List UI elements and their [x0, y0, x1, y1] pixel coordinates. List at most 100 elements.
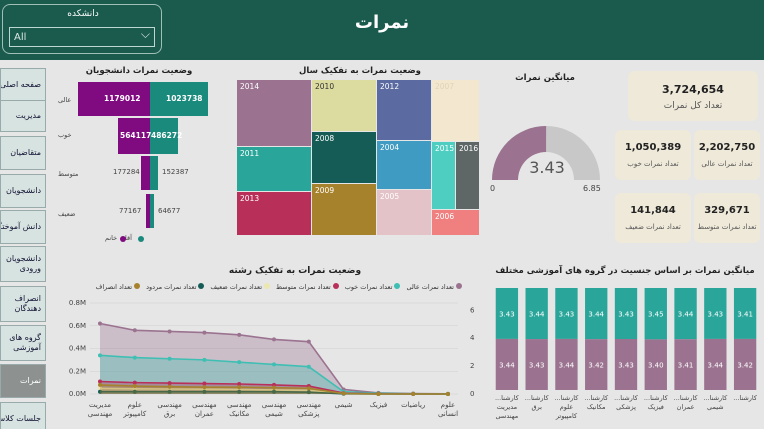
data-point[interactable]	[272, 389, 276, 394]
data-point[interactable]	[167, 356, 172, 361]
column-segment-male[interactable]	[733, 288, 757, 339]
x-tick-label: پزشکی	[298, 410, 319, 418]
data-point[interactable]	[237, 332, 242, 337]
data-point[interactable]	[306, 390, 311, 395]
column-segment-female[interactable]	[495, 338, 519, 390]
data-point[interactable]	[202, 357, 207, 362]
treemap-cell[interactable]: 2008	[312, 132, 376, 183]
treemap-cell[interactable]: 2005	[377, 190, 431, 235]
data-point[interactable]	[306, 339, 311, 344]
data-point[interactable]	[132, 384, 137, 389]
data-point[interactable]	[446, 392, 450, 396]
area-series-fill	[100, 355, 448, 394]
data-point[interactable]	[272, 337, 276, 342]
column-segment-female[interactable]	[614, 339, 638, 390]
data-point[interactable]	[272, 362, 276, 367]
data-point[interactable]	[237, 385, 242, 390]
data-point[interactable]	[237, 389, 242, 394]
column-segment-male[interactable]	[555, 288, 578, 339]
column-segment-male[interactable]	[704, 288, 727, 339]
data-point[interactable]	[376, 392, 381, 396]
data-point[interactable]	[98, 389, 102, 394]
nav-home[interactable]: صفحه اصلی	[0, 68, 46, 102]
data-point[interactable]	[167, 381, 172, 386]
treemap-cell[interactable]: 2011	[237, 147, 311, 191]
treemap-cell[interactable]: 2012	[377, 80, 431, 140]
x-tick-label: فیزیک	[648, 403, 664, 411]
y2-tick-label: 4	[470, 334, 475, 342]
data-point[interactable]	[202, 385, 207, 390]
nav-new-students[interactable]: دانشجویان ورودی	[0, 246, 46, 282]
legend-label: تعداد نمرات مردود	[146, 283, 197, 291]
data-point[interactable]	[237, 360, 242, 365]
column-label: 3.41	[737, 310, 753, 318]
treemap-cell[interactable]: 2013	[237, 192, 311, 235]
column-segment-female[interactable]	[525, 339, 548, 390]
column-segment-male[interactable]	[585, 288, 608, 340]
data-point[interactable]	[167, 329, 172, 334]
column-segment-male[interactable]	[674, 288, 697, 340]
data-point[interactable]	[167, 384, 172, 389]
nav-label: دانش آموختگان	[1, 222, 41, 231]
treemap-cell[interactable]: 2004	[377, 141, 431, 189]
nav-management[interactable]: مدیریت	[0, 100, 46, 132]
x-tick-label: عمران	[677, 403, 695, 411]
column-segment-male[interactable]	[644, 288, 667, 340]
column-segment-female[interactable]	[555, 338, 578, 390]
column-segment-female[interactable]	[733, 338, 757, 390]
treemap-cell[interactable]: 2010	[312, 80, 376, 131]
data-point[interactable]	[272, 385, 276, 390]
chevron-down-icon: ⌵	[140, 27, 150, 41]
column-segment-male[interactable]	[495, 288, 519, 339]
nav-class-sessions[interactable]: جلسات کلاس	[0, 402, 46, 429]
column-segment-female[interactable]	[704, 338, 727, 390]
column-label: 3.44	[588, 311, 604, 319]
data-point[interactable]	[98, 321, 102, 326]
column-segment-male[interactable]	[614, 288, 638, 339]
funnel-bar-male	[150, 156, 158, 190]
column-chart: 3.433.44...کارشنامدیریتمهندسی3.443.43...…	[495, 288, 758, 420]
nav-grades[interactable]: نمرات	[0, 364, 46, 398]
nav-dropouts[interactable]: انصراف دهندگان	[0, 286, 46, 322]
treemap-cell[interactable]: 2006	[432, 210, 479, 235]
faculty-dropdown[interactable]: All ⌵	[9, 27, 155, 47]
data-point[interactable]	[132, 389, 137, 394]
column-segment-male[interactable]	[525, 288, 548, 340]
column-segment-female[interactable]	[585, 339, 608, 390]
nav-applicants[interactable]: متقاضیان	[0, 136, 46, 170]
treemap-cell[interactable]: 2014	[237, 80, 311, 146]
nav-label: گروه های آموزشی	[9, 333, 41, 352]
y-tick-label: 0.6M	[69, 322, 86, 330]
nav-students[interactable]: دانشجویان	[0, 174, 46, 208]
data-point[interactable]	[306, 364, 311, 369]
area-chart-title: وضعیت نمرات به تفکیک رشته	[228, 266, 362, 276]
data-point[interactable]	[132, 355, 137, 360]
data-point[interactable]	[202, 330, 207, 335]
data-point[interactable]	[202, 389, 207, 394]
data-point[interactable]	[341, 391, 346, 396]
data-point[interactable]	[202, 381, 207, 386]
data-point[interactable]	[132, 380, 137, 385]
data-point[interactable]	[98, 382, 102, 387]
treemap-cell[interactable]: 2016	[456, 142, 479, 209]
column-segment-female[interactable]	[674, 339, 697, 390]
column-segment-female[interactable]	[644, 339, 667, 390]
treemap-cell[interactable]: 2015	[432, 142, 455, 209]
data-point[interactable]	[411, 392, 416, 396]
gauge-title: میانگین نمرات	[515, 73, 575, 83]
treemap-cell[interactable]: 2007	[432, 80, 479, 141]
data-point[interactable]	[237, 381, 242, 386]
nav-graduates[interactable]: دانش آموختگان	[0, 210, 46, 244]
data-point[interactable]	[132, 328, 137, 333]
data-point[interactable]	[306, 386, 311, 391]
data-point[interactable]	[98, 386, 102, 391]
legend-label: تعداد نمرات ضعیف	[210, 283, 263, 291]
data-point[interactable]	[167, 389, 172, 394]
column-chart-title: میانگین نمرات بر اساس جنسیت در گروه های …	[495, 266, 755, 276]
treemap-cell[interactable]: 2009	[312, 184, 376, 235]
data-point[interactable]	[98, 379, 102, 384]
data-point[interactable]	[98, 353, 102, 358]
legend-dot	[394, 283, 401, 289]
nav-groups[interactable]: گروه های آموزشی	[0, 325, 46, 361]
y-tick-label: 0.2M	[69, 367, 86, 375]
